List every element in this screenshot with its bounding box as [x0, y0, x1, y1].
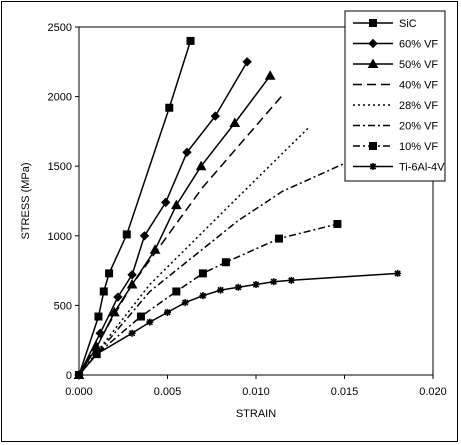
legend-box [344, 10, 446, 182]
x-axis-title: STRAIN [236, 408, 276, 420]
y-tick-label: 500 [54, 300, 72, 312]
data-point-marker [186, 36, 195, 45]
data-point-marker [165, 103, 174, 112]
data-point-marker [289, 278, 294, 283]
series-line [78, 126, 310, 376]
legend-item: 50% VF [353, 58, 438, 71]
data-point-marker [172, 287, 181, 296]
data-point-marker [122, 230, 131, 239]
series-28-vf [78, 126, 310, 376]
legend-item: 28% VF [353, 100, 438, 112]
x-tick-label: 0.015 [331, 386, 359, 398]
data-point-marker [333, 219, 342, 228]
legend-label: Ti-6Al-4V [399, 162, 445, 174]
legend-label: 20% VF [399, 121, 438, 133]
legend-item: 20% VF [353, 121, 438, 133]
data-point-marker [165, 310, 170, 315]
data-point-marker [94, 312, 103, 321]
data-point-marker [367, 58, 379, 68]
data-point-marker [369, 142, 377, 150]
data-point-marker [271, 279, 277, 285]
y-tick-label: 2000 [48, 92, 72, 104]
data-point-marker [198, 269, 207, 278]
legend-item: 60% VF [353, 39, 438, 51]
data-point-marker [99, 287, 108, 296]
data-point-marker [210, 111, 220, 121]
x-axis-ticks: 0.000 0.005 0.010 0.015 0.020 [65, 375, 447, 398]
legend: SiC 60% VF 50% VF 40% VF 28% VF 20% VF 10% VF T… [344, 10, 446, 182]
legend-label: SiC [399, 18, 417, 30]
data-point-marker [242, 57, 252, 67]
data-point-marker [136, 312, 145, 321]
data-point-marker [129, 330, 135, 336]
series-ti-6al-4v [75, 269, 402, 379]
x-tick-label: 0.020 [419, 386, 447, 398]
y-axis-title: STRESS (MPa) [20, 162, 32, 239]
data-point-marker [264, 70, 276, 80]
series-line [78, 75, 271, 376]
legend-item: Ti-6Al-4V [353, 162, 445, 174]
y-tick-label: 2500 [48, 22, 72, 34]
data-point-marker [200, 293, 206, 298]
data-point-marker [275, 234, 284, 243]
data-point-marker [229, 117, 241, 128]
data-point-marker [76, 372, 82, 378]
legend-item: 10% VF [353, 141, 438, 153]
series-layer [73, 36, 402, 380]
series-line [78, 61, 248, 376]
data-point-marker [218, 287, 223, 293]
data-point-marker [253, 282, 259, 287]
data-point-marker [369, 19, 377, 27]
data-point-marker [161, 197, 171, 208]
y-tick-label: 0 [66, 370, 72, 382]
legend-label: 10% VF [399, 141, 438, 153]
series-40-vf [78, 94, 284, 376]
x-tick-label: 0.000 [65, 386, 93, 398]
data-point-marker [182, 147, 192, 157]
x-tick-label: 0.010 [242, 386, 270, 398]
data-point-marker [195, 160, 207, 171]
data-point-marker [182, 300, 188, 305]
series-line [78, 94, 284, 376]
series-60-vf [74, 57, 252, 380]
legend-item: 40% VF [353, 80, 438, 92]
data-point-marker [370, 164, 376, 169]
data-point-marker [147, 319, 153, 325]
data-point-marker [236, 285, 241, 290]
y-tick-label: 1500 [48, 161, 72, 173]
y-axis-ticks: 0 500 1000 1500 2000 2500 [48, 22, 79, 382]
data-point-marker [139, 231, 150, 241]
legend-label: 50% VF [399, 59, 438, 71]
legend-item: SiC [353, 18, 417, 30]
y-tick-label: 1000 [48, 231, 72, 243]
legend-label: 28% VF [399, 100, 438, 112]
x-tick-label: 0.005 [154, 386, 182, 398]
data-point-marker [105, 269, 114, 278]
legend-label: 60% VF [399, 39, 438, 51]
data-point-marker [221, 258, 230, 267]
data-point-marker [170, 199, 182, 210]
data-point-marker [94, 351, 99, 357]
data-point-marker [127, 270, 137, 280]
data-point-marker [113, 292, 123, 302]
data-point-marker [395, 271, 400, 276]
data-point-marker [368, 38, 378, 49]
legend-label: 40% VF [399, 80, 438, 92]
